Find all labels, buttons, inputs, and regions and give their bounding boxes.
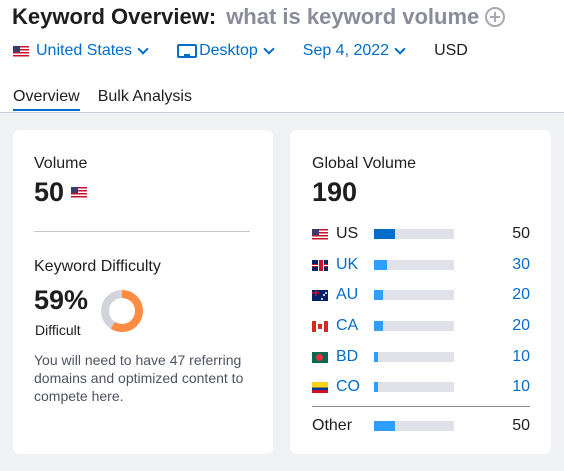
kd-donut-arc: [101, 290, 143, 332]
global-volume-card: Global Volume 190 US 50 UK 30 AU 20 CA 20 BD 10 CO…: [290, 130, 551, 454]
other-value: 50: [512, 417, 530, 434]
country-value: 50: [512, 225, 530, 242]
country-label: United States: [36, 42, 133, 59]
bd-flag-icon: [312, 351, 328, 363]
us-flag-icon: [13, 45, 29, 57]
uk-flag-icon: [312, 259, 328, 271]
tabs: Overview Bulk Analysis: [13, 88, 210, 111]
divider: [312, 406, 530, 407]
au-flag-icon: [312, 289, 328, 301]
chevron-down-icon: [394, 42, 406, 55]
country-value[interactable]: 20: [512, 317, 530, 334]
volume-value: 50: [34, 177, 65, 207]
device-selector[interactable]: Desktop: [177, 42, 275, 60]
country-row[interactable]: BD 10: [312, 347, 530, 367]
country-value[interactable]: 10: [512, 348, 530, 365]
tab-bulk-analysis[interactable]: Bulk Analysis: [97, 88, 192, 105]
kd-label: Keyword Difficulty: [34, 258, 161, 275]
country-code: US: [336, 225, 359, 242]
chevron-down-icon: [263, 42, 275, 55]
country-row: US 50: [312, 224, 530, 244]
date-label: Sep 4, 2022: [302, 42, 390, 59]
country-value[interactable]: 10: [512, 378, 530, 395]
volume-card: Volume 50 Keyword Difficulty 59% Difficu…: [13, 130, 273, 454]
country-row[interactable]: AU 20: [312, 285, 530, 305]
global-volume-value: 190: [312, 177, 358, 207]
kd-percent: 59%: [34, 285, 89, 315]
global-volume-label: Global Volume: [312, 155, 417, 172]
country-row[interactable]: CA 20: [312, 316, 530, 336]
volume-label: Volume: [34, 155, 88, 172]
country-bar-fill: [374, 321, 383, 331]
country-bar: [374, 352, 454, 362]
desktop-icon: [177, 43, 198, 59]
add-to-list-icon[interactable]: [485, 7, 506, 27]
country-code[interactable]: CA: [336, 317, 359, 334]
country-selector[interactable]: United States: [13, 42, 149, 60]
other-bar: [374, 421, 454, 431]
volume-value-row: 50: [34, 177, 88, 208]
country-bar: [374, 229, 454, 239]
country-value[interactable]: 30: [512, 256, 530, 273]
kd-note: You will need to have 47 referring domai…: [34, 352, 244, 404]
country-code[interactable]: UK: [336, 256, 359, 273]
country-bar-fill: [374, 229, 395, 239]
country-bar-fill: [374, 290, 383, 300]
kd-donut-chart: [101, 290, 143, 332]
country-bar: [374, 321, 454, 331]
tab-overview[interactable]: Overview: [13, 88, 80, 111]
kd-level: Difficult: [35, 322, 81, 338]
country-bar-fill: [374, 260, 387, 270]
other-label: Other: [312, 417, 353, 434]
device-label: Desktop: [199, 42, 258, 59]
country-bar: [374, 260, 454, 270]
country-bar: [374, 382, 454, 392]
filters-bar: United States Desktop Sep 4, 2022 USD: [13, 42, 468, 60]
divider: [34, 231, 250, 232]
country-code[interactable]: CO: [336, 378, 360, 395]
chevron-down-icon: [137, 42, 149, 55]
ca-flag-icon: [312, 320, 328, 332]
page-title: Keyword Overview:: [12, 4, 217, 29]
us-flag-icon: [312, 228, 328, 240]
country-bar-fill: [374, 382, 378, 392]
title-row: Keyword Overview: what is keyword volume: [12, 4, 506, 30]
country-value[interactable]: 20: [512, 286, 530, 303]
country-code[interactable]: AU: [336, 286, 359, 303]
header: Keyword Overview: what is keyword volume…: [0, 0, 564, 113]
keyword-text: what is keyword volume: [226, 4, 480, 29]
country-row[interactable]: UK 30: [312, 255, 530, 275]
country-row[interactable]: CO 10: [312, 377, 530, 397]
country-code[interactable]: BD: [336, 348, 359, 365]
other-bar-fill: [374, 421, 395, 431]
co-flag-icon: [312, 381, 328, 393]
other-row: Other 50: [312, 416, 530, 436]
currency-label: USD: [434, 42, 468, 59]
country-bar: [374, 290, 454, 300]
date-selector[interactable]: Sep 4, 2022: [302, 42, 406, 60]
us-flag-icon: [71, 187, 88, 198]
country-bar-fill: [374, 352, 378, 362]
